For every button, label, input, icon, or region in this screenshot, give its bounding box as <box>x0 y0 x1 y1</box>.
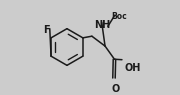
Text: NH: NH <box>94 20 111 30</box>
Text: O: O <box>112 84 120 94</box>
Text: Boc: Boc <box>112 12 127 21</box>
Text: OH: OH <box>124 63 141 73</box>
Text: F: F <box>43 25 49 35</box>
